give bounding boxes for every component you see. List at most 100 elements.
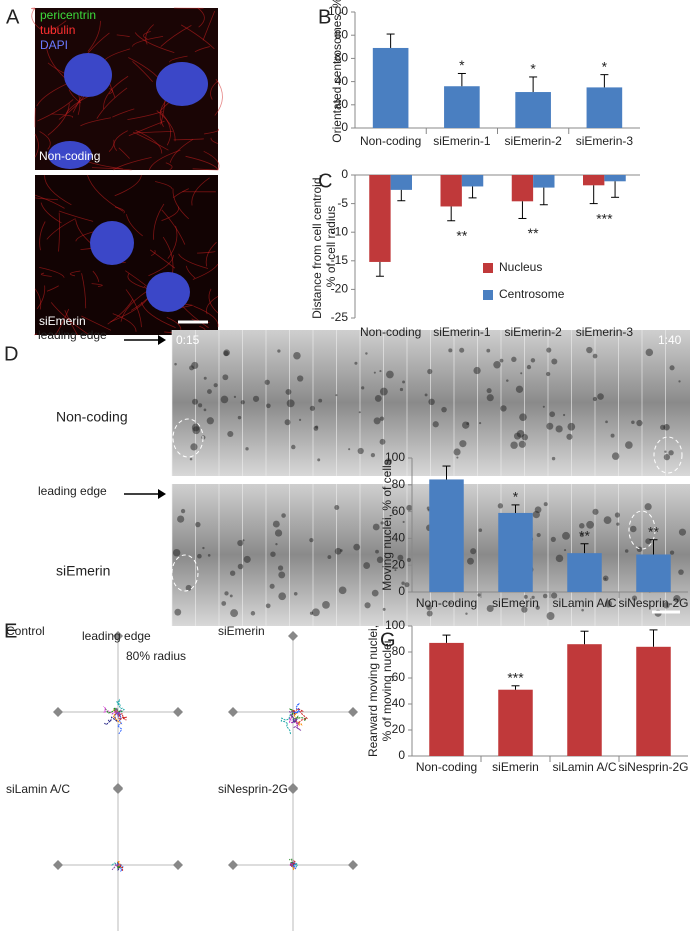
cell-texture xyxy=(614,512,621,518)
cell-texture xyxy=(531,595,535,599)
leading-edge-label: leading edge xyxy=(38,328,107,342)
cell-texture xyxy=(297,375,304,382)
cell-texture xyxy=(270,551,276,557)
cell-texture xyxy=(453,448,461,456)
cell-texture xyxy=(237,563,244,570)
cell-texture xyxy=(459,347,465,353)
condition-label: siNesprin-2G xyxy=(218,782,288,796)
microtubule xyxy=(50,302,89,335)
cell-texture xyxy=(546,422,554,430)
bar xyxy=(390,175,412,190)
condition-label: siEmerin xyxy=(56,563,110,579)
microtubule xyxy=(64,310,78,336)
cell-texture xyxy=(592,396,598,402)
cell-texture xyxy=(604,600,613,608)
cell-texture xyxy=(466,422,470,425)
y-tick-label: 20 xyxy=(392,722,406,736)
track xyxy=(114,707,122,716)
cell-texture xyxy=(678,528,687,536)
microtubule xyxy=(31,7,43,31)
microtubule xyxy=(204,128,219,135)
cell-texture xyxy=(603,516,612,524)
axis-marker xyxy=(288,784,298,794)
cell-texture xyxy=(521,434,529,441)
cell-texture xyxy=(227,430,234,438)
microtubule xyxy=(160,25,192,47)
cell-texture xyxy=(478,528,483,532)
x-tick-label: siNesprin-2G xyxy=(618,760,688,774)
x-tick-label: siEmerin-1 xyxy=(433,325,491,339)
cell-texture xyxy=(581,608,584,612)
microtubule xyxy=(46,285,59,292)
cell-texture xyxy=(663,601,670,609)
legend-swatch xyxy=(483,290,493,300)
cell-texture xyxy=(207,389,212,395)
y-tick-label: 0 xyxy=(398,748,405,762)
track xyxy=(111,863,120,871)
axis-marker xyxy=(53,707,63,717)
cell-texture xyxy=(291,444,296,450)
track xyxy=(289,710,302,731)
microtubule xyxy=(47,103,70,136)
cell-texture xyxy=(506,379,509,382)
y-tick-label: 100 xyxy=(385,450,405,464)
microtubule xyxy=(39,131,51,150)
cell-texture xyxy=(272,520,280,528)
cell-texture xyxy=(172,548,181,557)
cell-texture xyxy=(293,591,298,596)
cell-texture xyxy=(427,368,433,375)
cell-texture xyxy=(281,513,286,518)
cell-texture xyxy=(631,595,638,601)
bar xyxy=(498,512,533,592)
cell-texture xyxy=(604,577,607,580)
track xyxy=(103,705,119,715)
cell-texture xyxy=(542,593,548,599)
cell-texture xyxy=(678,380,681,383)
cell-texture xyxy=(379,438,386,445)
cell-texture xyxy=(555,425,563,433)
legend-swatch xyxy=(483,263,493,273)
microtubule xyxy=(125,289,142,328)
microtubule xyxy=(126,214,143,237)
x-tick-label: siEmerin xyxy=(492,596,539,610)
cell-texture xyxy=(348,448,351,451)
cell-texture xyxy=(223,350,229,357)
microtubule xyxy=(162,236,174,275)
microtubule xyxy=(132,35,164,47)
time-label: 1:40 xyxy=(658,333,682,347)
microtubule xyxy=(47,62,66,75)
x-tick-label: siEmerin xyxy=(492,760,539,774)
cell-texture xyxy=(669,365,675,371)
y-tick-label: 0 xyxy=(341,167,348,181)
microtubule xyxy=(193,305,219,328)
microtubule xyxy=(87,174,124,212)
cell-texture xyxy=(579,533,584,538)
microtubule xyxy=(210,137,219,144)
y-tick-label: -20 xyxy=(331,282,349,296)
cell-texture xyxy=(465,612,468,615)
microtubule xyxy=(143,30,151,40)
cell-texture xyxy=(663,453,671,461)
nucleus-outline xyxy=(171,554,199,592)
cell-texture xyxy=(551,592,558,599)
cell-texture xyxy=(551,358,558,365)
cell-texture xyxy=(318,398,323,403)
microtubule xyxy=(34,194,65,209)
cell-texture xyxy=(229,594,233,598)
bar xyxy=(636,554,671,592)
cell-texture xyxy=(551,456,556,461)
leading-edge-label: leading edge xyxy=(82,629,151,643)
cell-texture xyxy=(497,503,504,509)
cell-texture xyxy=(339,549,343,552)
microtubule xyxy=(149,249,176,269)
microtubule xyxy=(194,46,210,53)
microtubule xyxy=(46,218,76,240)
track xyxy=(289,861,295,867)
cell-texture xyxy=(190,443,198,451)
microtubule xyxy=(58,210,94,222)
cell-texture xyxy=(534,506,542,514)
micrograph-group: pericentrin tubulin DAPI Non-coding siEm… xyxy=(30,7,223,336)
cell-texture xyxy=(586,520,594,529)
cell-texture xyxy=(233,395,237,399)
cell-texture xyxy=(486,348,491,353)
